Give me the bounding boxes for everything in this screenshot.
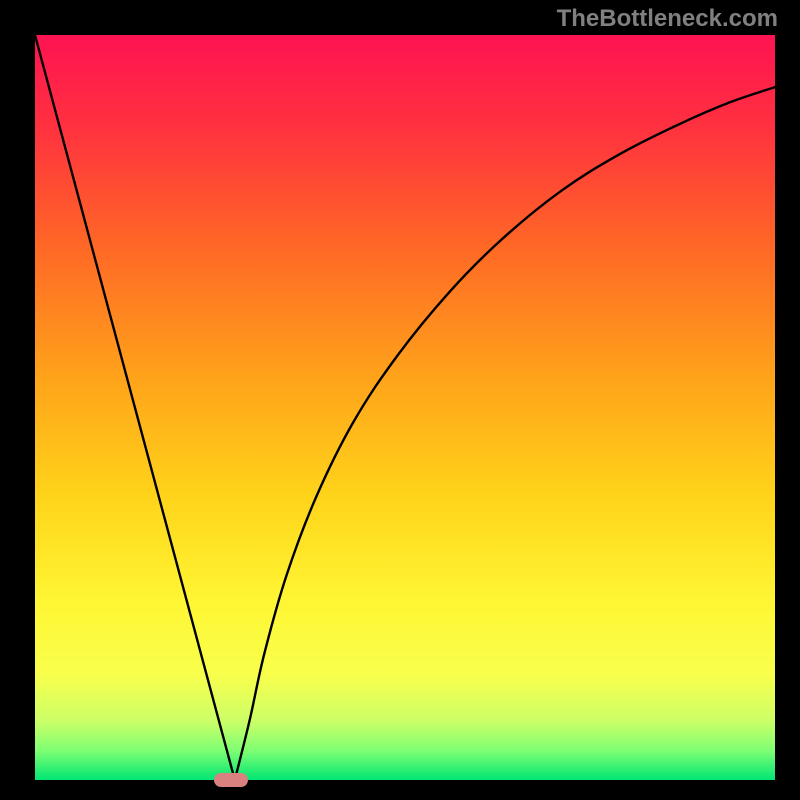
watermark-text: TheBottleneck.com <box>557 5 778 33</box>
chart-container: TheBottleneck.com <box>0 0 800 800</box>
bottleneck-curve <box>35 35 775 780</box>
plot-area <box>35 35 775 780</box>
optimal-marker <box>214 773 248 787</box>
curve-svg <box>35 35 775 780</box>
